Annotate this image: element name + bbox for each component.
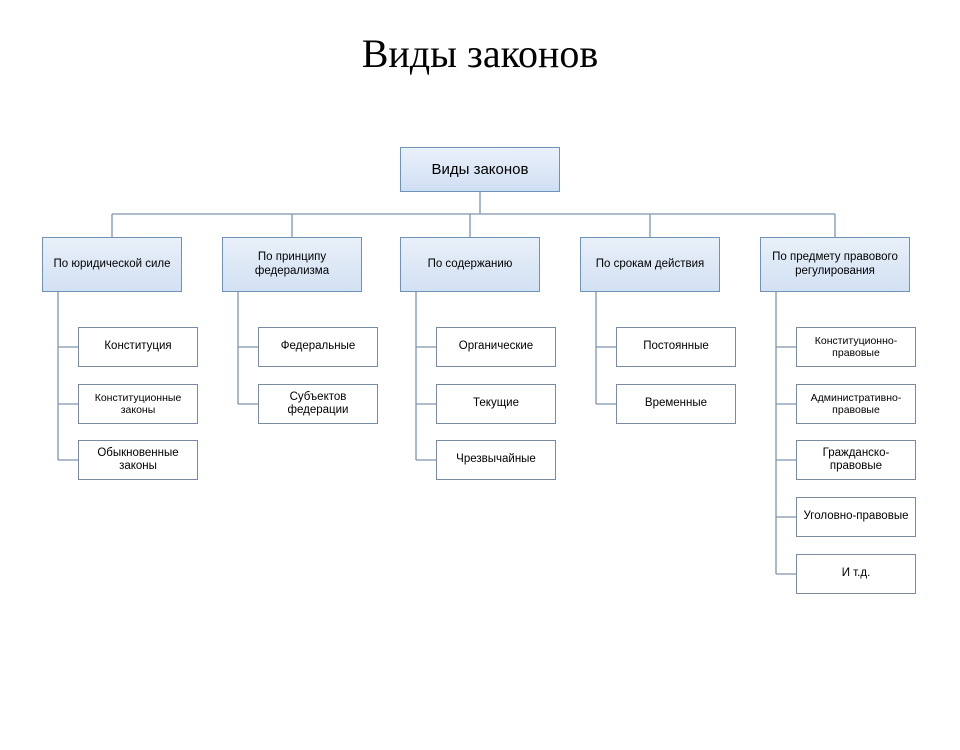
category-legal_force: По юридической силе [42,237,182,292]
category-content: По содержанию [400,237,540,292]
leaf-duration-1: Временные [616,384,736,424]
category-subject: По предмету правового регулирования [760,237,910,292]
org-chart: Виды законов По юридической силе Конституц… [0,107,960,707]
page-title: Виды законов [0,30,960,77]
category-federalism: По принципу федерализма [222,237,362,292]
category-duration: По срокам действия [580,237,720,292]
leaf-duration-0: Постоянные [616,327,736,367]
leaf-federalism-0: Федеральные [258,327,378,367]
leaf-federalism-1: Субъектов федерации [258,384,378,424]
leaf-subject-3: Уголовно-правовые [796,497,916,537]
leaf-content-0: Органические [436,327,556,367]
leaf-subject-1: Административно-правовые [796,384,916,424]
leaf-content-2: Чрезвычайные [436,440,556,480]
leaf-subject-2: Гражданско-правовые [796,440,916,480]
leaf-content-1: Текущие [436,384,556,424]
leaf-subject-4: И т.д. [796,554,916,594]
leaf-subject-0: Конституционно-правовые [796,327,916,367]
leaf-legal_force-0: Конституция [78,327,198,367]
root-node: Виды законов [400,147,560,192]
leaf-legal_force-2: Обыкновенные законы [78,440,198,480]
leaf-legal_force-1: Конституционные законы [78,384,198,424]
